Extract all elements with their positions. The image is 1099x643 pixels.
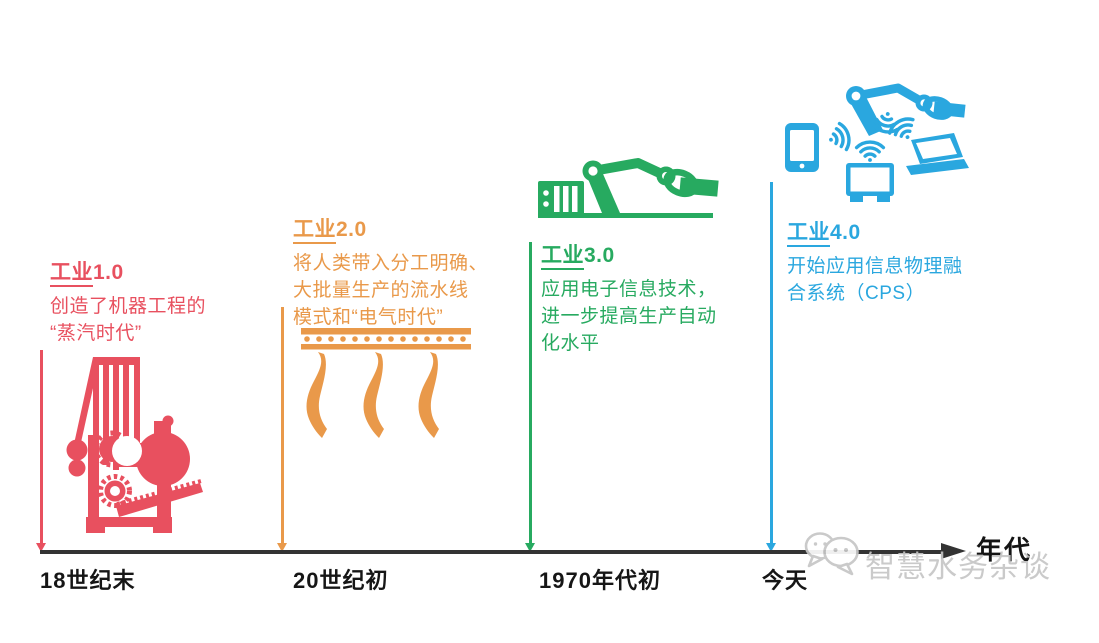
industry-2-title-prefix: 工业 [293,218,336,244]
industry-2-title: 工业2.0 [293,213,488,244]
industry-3-text-block: 工业3.0 应用电子信息技术， 进一步提高生产自动 化水平 [541,239,717,357]
industry-1-title-prefix: 工业 [50,261,93,287]
industry-1-description-line: “蒸汽时代” [50,323,142,344]
industry-1-description-line: 创造了机器工程的 [50,296,207,317]
marker-arrow-down-icon-3 [525,543,535,552]
marker-arrow-down-icon-1 [36,543,46,552]
timeline-axis-label: 年代 [976,535,1033,565]
timeline-marker-line-4 [770,182,773,546]
chat-bubbles-icon [803,529,863,577]
watermark-text: 智慧水务杂谈 [865,551,1051,584]
industry-3-description-line: 应用电子信息技术， [541,279,717,300]
industry-1-title: 工业1.0 [50,256,206,287]
era-label-industry-2: 20世纪初 [293,568,389,593]
era-label-industry-3: 1970年代初 [539,568,661,593]
timeline-marker-line-1 [40,350,43,546]
industry-4-text-block: 工业4.0 开始应用信息物理融 合系统（CPS） [787,216,963,307]
timeline-arrowhead-icon [941,543,966,559]
industry-2-description-line: 将人类带入分工明确、 [293,253,489,274]
industry-4-description-line: 开始应用信息物理融 [787,256,963,277]
timeline-marker-line-2 [281,307,284,546]
iot-devices-icon [784,78,976,206]
industry-4-title: 工业4.0 [787,216,963,247]
industry-2-description-line: 大批量生产的流水线 [293,280,469,301]
marker-arrow-down-icon-2 [277,543,287,552]
industry-1-text-block: 工业1.0 创造了机器工程的 “蒸汽时代” [50,256,206,347]
era-label-industry-1: 18世纪末 [40,568,136,593]
industry-4-title-number: 4.0 [830,221,861,244]
industry-2-text-block: 工业2.0 将人类带入分工明确、 大批量生产的流水线 模式和“电气时代” [293,213,488,331]
marker-arrow-down-icon-4 [766,543,776,552]
industry-4-description-line: 合系统（CPS） [787,283,926,304]
robot-arm-icon [536,156,721,226]
era-label-industry-4: 今天 [762,568,809,593]
industry-3-title: 工业3.0 [541,239,717,270]
timeline-marker-line-3 [529,242,532,546]
assembly-line-icon [299,326,474,444]
industry-3-title-number: 3.0 [584,244,615,267]
industry-1-title-number: 1.0 [93,261,124,284]
industry-4-title-prefix: 工业 [787,221,830,247]
industry-3-description-line: 化水平 [541,333,600,354]
watermark: 智慧水务杂谈 [803,529,1051,586]
industry-3-description-line: 进一步提高生产自动 [541,306,717,327]
industry-2-description-line: 模式和“电气时代” [293,307,444,328]
industry-3-title-prefix: 工业 [541,244,584,270]
timeline-axis [40,550,945,554]
industry-2-title-number: 2.0 [336,218,367,241]
steam-machine-icon [64,355,214,533]
